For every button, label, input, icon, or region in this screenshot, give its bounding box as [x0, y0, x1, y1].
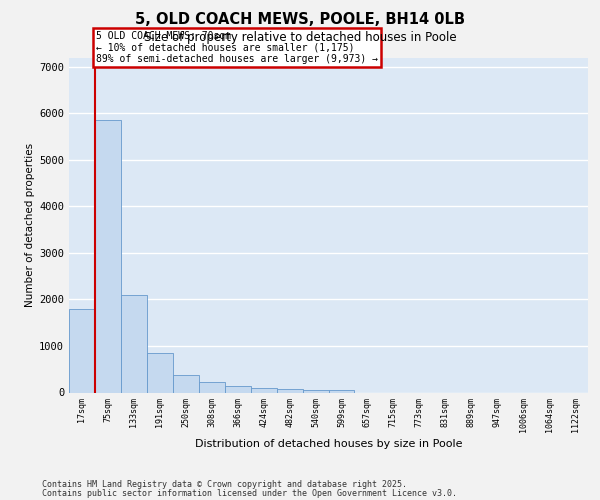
Bar — [147, 353, 173, 393]
Bar — [69, 308, 95, 392]
Bar — [95, 120, 121, 392]
Text: 5, OLD COACH MEWS, POOLE, BH14 0LB: 5, OLD COACH MEWS, POOLE, BH14 0LB — [135, 12, 465, 28]
Bar — [199, 382, 224, 392]
Y-axis label: Number of detached properties: Number of detached properties — [25, 143, 35, 307]
Bar — [121, 295, 147, 392]
Bar — [225, 386, 251, 392]
Bar — [173, 375, 199, 392]
Text: Contains public sector information licensed under the Open Government Licence v3: Contains public sector information licen… — [42, 489, 457, 498]
Text: Contains HM Land Registry data © Crown copyright and database right 2025.: Contains HM Land Registry data © Crown c… — [42, 480, 407, 489]
Text: 5 OLD COACH MEWS: 70sqm
← 10% of detached houses are smaller (1,175)
89% of semi: 5 OLD COACH MEWS: 70sqm ← 10% of detache… — [96, 32, 378, 64]
Bar — [277, 389, 302, 392]
Bar — [302, 390, 329, 392]
Bar — [251, 388, 277, 392]
X-axis label: Distribution of detached houses by size in Poole: Distribution of detached houses by size … — [195, 440, 462, 450]
Text: Size of property relative to detached houses in Poole: Size of property relative to detached ho… — [143, 31, 457, 44]
Bar — [329, 390, 355, 392]
